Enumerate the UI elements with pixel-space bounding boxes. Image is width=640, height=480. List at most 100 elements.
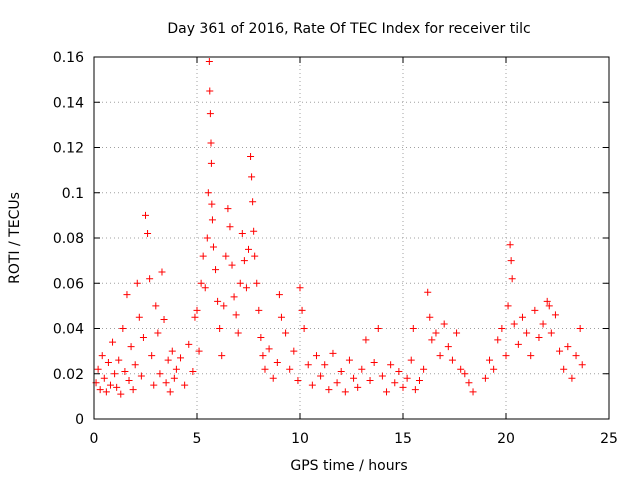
- data-point: [545, 302, 553, 310]
- data-point: [426, 313, 434, 321]
- data-point: [193, 306, 201, 314]
- data-point: [245, 245, 252, 253]
- data-point: [391, 379, 399, 387]
- data-point: [403, 374, 411, 382]
- data-point: [150, 381, 158, 389]
- data-point: [312, 352, 320, 360]
- data-point: [220, 302, 228, 310]
- data-point: [226, 223, 234, 231]
- data-point: [576, 325, 584, 332]
- data-point: [345, 356, 353, 364]
- data-point: [255, 306, 263, 314]
- data-point: [148, 352, 156, 360]
- y-axis-label: ROTI / TECUs: [7, 192, 23, 284]
- data-point: [164, 356, 172, 364]
- data-point: [207, 159, 215, 167]
- data-point: [265, 345, 273, 353]
- data-point: [374, 325, 382, 332]
- data-point: [172, 365, 180, 373]
- data-point: [523, 329, 531, 337]
- data-point: [448, 356, 456, 364]
- data-point: [494, 336, 502, 344]
- x-tick-label: 20: [497, 431, 515, 447]
- data-point: [166, 388, 174, 396]
- data-point: [273, 358, 281, 366]
- y-tick-label: 0.06: [53, 276, 84, 292]
- data-point: [551, 311, 559, 319]
- data-point: [214, 297, 222, 305]
- data-point: [432, 329, 440, 337]
- data-point: [238, 229, 246, 237]
- data-point: [133, 279, 141, 287]
- x-tick-label: 15: [394, 431, 412, 447]
- data-point: [98, 352, 106, 360]
- data-point: [308, 381, 316, 389]
- data-point: [350, 374, 358, 382]
- data-point: [424, 288, 432, 296]
- x-tick-label: 0: [90, 431, 99, 447]
- data-point: [337, 367, 345, 375]
- data-point: [224, 205, 232, 213]
- x-tick-label: 10: [291, 431, 309, 447]
- data-point: [206, 87, 214, 95]
- data-point: [201, 284, 209, 292]
- data-point: [556, 347, 564, 355]
- data-point: [207, 139, 215, 147]
- data-point: [304, 361, 312, 369]
- data-point: [197, 279, 205, 287]
- y-tick-label: 0: [75, 412, 84, 428]
- data-point: [253, 279, 261, 287]
- data-point: [440, 320, 448, 328]
- data-point: [218, 352, 226, 360]
- data-point: [321, 361, 329, 369]
- data-point: [168, 347, 176, 355]
- data-point: [261, 365, 269, 373]
- data-point: [547, 329, 555, 337]
- data-point: [234, 329, 242, 337]
- data-point: [144, 229, 152, 237]
- data-point: [208, 216, 216, 224]
- data-point: [568, 374, 576, 382]
- data-point: [117, 390, 125, 398]
- data-point: [317, 372, 325, 380]
- data-point: [137, 372, 145, 380]
- data-point: [203, 234, 211, 242]
- data-point: [407, 356, 415, 364]
- data-point: [341, 388, 349, 396]
- plot-frame: [93, 56, 610, 420]
- data-point: [518, 313, 526, 321]
- data-point: [230, 293, 238, 301]
- data-point: [185, 340, 193, 348]
- data-point: [123, 291, 131, 299]
- data-point: [269, 374, 277, 382]
- data-point: [249, 198, 257, 206]
- data-point: [294, 377, 302, 385]
- y-tick-label: 0.14: [53, 95, 84, 111]
- data-point: [325, 386, 333, 394]
- data-point: [514, 340, 522, 348]
- data-point: [578, 361, 586, 369]
- data-point: [409, 325, 417, 332]
- x-axis-label: GPS time / hours: [290, 458, 407, 474]
- data-point: [94, 365, 102, 373]
- data-point: [290, 347, 298, 355]
- data-point: [378, 372, 386, 380]
- grid-lines: [94, 57, 609, 419]
- axes: 0 0.02 0.04 0.06 0.08 0.1 0.12 0.14 0.16 0 5 10 15 20…: [53, 50, 618, 447]
- data-point: [158, 268, 166, 276]
- data-points: [92, 58, 586, 398]
- data-point: [444, 343, 452, 351]
- data-point: [146, 275, 154, 283]
- data-point: [507, 257, 515, 265]
- data-point: [205, 58, 213, 66]
- y-tick-label: 0.12: [53, 141, 84, 157]
- data-point: [465, 379, 473, 387]
- data-point: [121, 367, 129, 375]
- data-point: [366, 377, 374, 385]
- data-point: [206, 110, 214, 118]
- data-point: [560, 365, 568, 373]
- data-point: [189, 367, 197, 375]
- data-point: [362, 336, 370, 344]
- data-point: [228, 261, 236, 269]
- data-point: [457, 365, 465, 373]
